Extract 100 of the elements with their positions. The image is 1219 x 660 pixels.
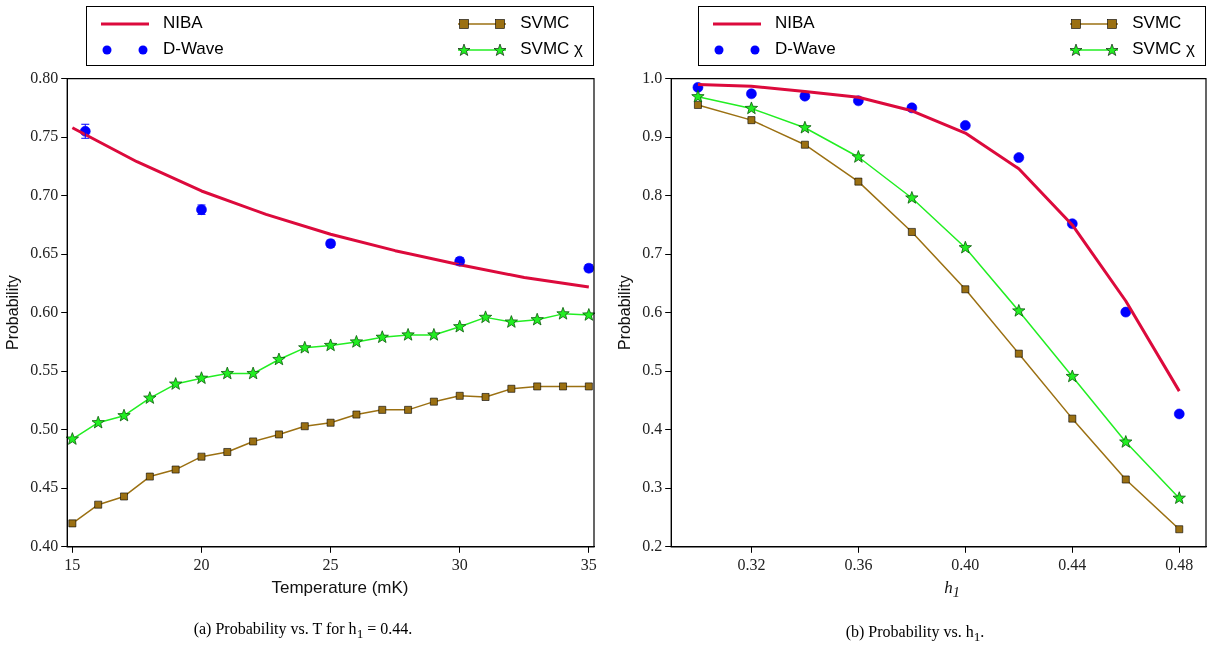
point xyxy=(851,150,865,163)
point xyxy=(504,315,518,328)
point xyxy=(905,191,919,204)
point xyxy=(1012,304,1026,317)
point xyxy=(326,418,335,427)
y-tick-label: 0.80 xyxy=(30,68,59,86)
x-tick-label: 15 xyxy=(64,555,81,573)
point xyxy=(401,328,415,341)
y-tick-label: 0.9 xyxy=(642,127,663,145)
point xyxy=(223,448,232,456)
x-axis-title: h$_{1}$ xyxy=(943,578,961,602)
y-axis-title: Probability xyxy=(4,275,22,351)
y-tick-label: 0.60 xyxy=(30,302,59,320)
point xyxy=(801,140,809,149)
point xyxy=(559,382,567,391)
point xyxy=(582,308,596,321)
y-tick-label: 0.4 xyxy=(642,419,663,437)
x-tick-label: 0.44 xyxy=(1058,555,1087,573)
point xyxy=(1175,525,1184,534)
legend-label: NIBA xyxy=(163,13,203,32)
y-axis-title: Probability xyxy=(616,275,634,351)
point xyxy=(908,228,916,236)
x-tick-label: 35 xyxy=(580,555,597,573)
point xyxy=(91,415,105,429)
legend-label: SVMC xyxy=(520,13,570,32)
point xyxy=(1068,414,1077,423)
point xyxy=(1013,152,1025,163)
y-tick-label: 0.65 xyxy=(30,244,59,262)
point xyxy=(249,437,257,446)
point xyxy=(378,406,387,414)
point xyxy=(375,330,389,343)
point xyxy=(220,366,234,380)
point xyxy=(1172,491,1186,504)
point xyxy=(1120,306,1132,318)
y-tick-label: 0.5 xyxy=(642,361,663,379)
y-tick-label: 0.2 xyxy=(642,537,663,554)
x-tick-label: 30 xyxy=(451,555,468,573)
point xyxy=(530,312,544,326)
point xyxy=(404,406,412,414)
legend-label: SVMC xyxy=(1132,13,1182,32)
point xyxy=(246,366,260,380)
point xyxy=(275,430,283,439)
point xyxy=(430,397,438,406)
point xyxy=(694,101,702,109)
point xyxy=(68,519,77,528)
y-tick-label: 0.45 xyxy=(30,478,59,496)
point xyxy=(961,285,970,294)
point xyxy=(507,384,516,393)
legend-label: D-Wave xyxy=(163,39,224,58)
x-axis-title: Temperature (mK) xyxy=(270,578,410,598)
x-tick-label: 0.48 xyxy=(1165,555,1194,573)
point xyxy=(298,340,312,354)
text: (a) Probability vs. T for h$_{1}$ = 0.44. xyxy=(192,620,414,643)
y-tick-label: 1.0 xyxy=(642,68,663,86)
point xyxy=(455,391,464,400)
point xyxy=(171,465,180,474)
legend-label: SVMC χ xyxy=(1132,39,1195,58)
point xyxy=(585,382,593,391)
x-tick-label: 0.40 xyxy=(951,555,980,573)
x-tick-label: 0.32 xyxy=(737,555,766,573)
point xyxy=(1173,408,1185,420)
legend-label: NIBA xyxy=(775,13,815,32)
point xyxy=(1121,475,1130,484)
x-tick-label: 25 xyxy=(322,555,339,573)
x-tick-label: 20 xyxy=(193,555,210,573)
point xyxy=(194,371,209,384)
point xyxy=(691,89,705,103)
point xyxy=(556,306,570,320)
y-tick-label: 0.7 xyxy=(642,244,663,262)
y-tick-label: 0.6 xyxy=(642,302,663,320)
point xyxy=(169,377,183,390)
point xyxy=(1014,349,1023,358)
point xyxy=(746,88,757,100)
point xyxy=(143,391,157,404)
point xyxy=(798,120,812,134)
point xyxy=(747,116,756,124)
legend-label: D-Wave xyxy=(775,39,836,58)
point xyxy=(958,240,972,254)
point xyxy=(197,452,206,461)
point xyxy=(120,492,128,501)
point xyxy=(117,408,131,422)
point xyxy=(478,310,493,324)
text: (b) Probability vs. h$_{1}$. xyxy=(844,623,986,646)
point xyxy=(324,338,338,352)
x-tick-label: 0.36 xyxy=(844,555,873,573)
point xyxy=(1119,435,1133,448)
point xyxy=(94,500,103,509)
point xyxy=(65,432,79,445)
point xyxy=(349,335,364,348)
point xyxy=(744,101,758,115)
point xyxy=(453,319,467,333)
y-tick-label: 0.50 xyxy=(30,419,59,437)
point xyxy=(1065,369,1079,383)
point xyxy=(960,120,971,131)
point xyxy=(533,382,542,391)
y-tick-label: 0.55 xyxy=(30,361,59,379)
y-tick-label: 0.40 xyxy=(30,537,59,554)
point xyxy=(481,393,490,401)
y-tick-label: 0.75 xyxy=(30,127,59,145)
y-tick-label: 0.3 xyxy=(642,478,663,496)
